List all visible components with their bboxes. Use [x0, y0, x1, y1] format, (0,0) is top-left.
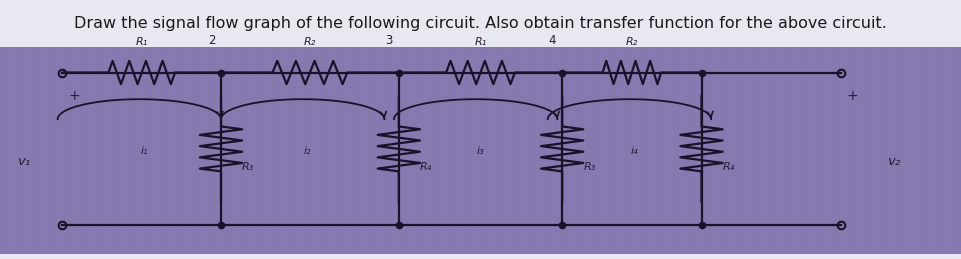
Text: R₂: R₂	[304, 37, 316, 47]
Text: +: +	[68, 89, 80, 103]
Text: R₄: R₄	[420, 162, 432, 172]
Text: 3: 3	[385, 34, 393, 47]
Bar	[0, 0, 961, 47]
Text: Draw the signal flow graph of the following circuit. Also obtain transfer functi: Draw the signal flow graph of the follow…	[74, 16, 887, 31]
Text: i₂: i₂	[304, 146, 311, 156]
Text: R₃: R₃	[583, 162, 596, 172]
Text: R₄: R₄	[723, 162, 735, 172]
Text: 4: 4	[549, 34, 556, 47]
Text: R₁: R₁	[136, 37, 148, 47]
Text: R₁: R₁	[475, 37, 486, 47]
Text: +: +	[847, 89, 858, 103]
Text: R₃: R₃	[242, 162, 255, 172]
Text: v₂: v₂	[887, 155, 900, 168]
Text: v₁: v₁	[17, 155, 31, 168]
Text: 2: 2	[208, 34, 215, 47]
Text: R₂: R₂	[626, 37, 638, 47]
Text: i₁: i₁	[140, 146, 148, 156]
Text: i₄: i₄	[630, 146, 638, 156]
Bar	[0, 47, 961, 254]
Text: i₃: i₃	[477, 146, 484, 156]
